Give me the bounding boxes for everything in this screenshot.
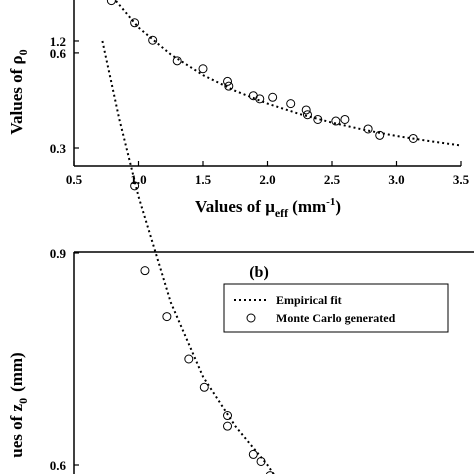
data-point <box>363 124 373 134</box>
x-tick-label: 2.0 <box>259 172 275 187</box>
data-point <box>148 35 158 45</box>
data-point <box>140 266 150 276</box>
data-point <box>199 382 209 392</box>
y-tick-label: 0.9 <box>50 246 67 261</box>
y-tick-label: 0.6 <box>50 458 67 473</box>
legend-box <box>223 283 449 333</box>
data-point <box>302 110 312 120</box>
legend: Empirical fit Monte Carlo generated <box>223 283 449 333</box>
legend-circle-swatch <box>246 313 256 323</box>
y-tick-label: 1.2 <box>50 34 66 49</box>
panel-a: 0.5 1.0 1.5 2.0 2.5 3.0 3.5 0.60.3 Values of μ… <box>7 0 470 220</box>
data-point <box>223 76 233 86</box>
data-point <box>286 99 296 109</box>
data-point <box>106 0 116 6</box>
panel-a-y-ticks: 0.6 0.3 <box>50 46 79 156</box>
legend-circle-label: Monte Carlo generated <box>276 311 396 325</box>
data-point <box>256 456 266 466</box>
data-point <box>301 105 311 115</box>
panel-b-y-ticks: 1.2 0.9 0.6 <box>50 34 79 473</box>
data-point <box>265 471 275 474</box>
data-point <box>223 421 233 431</box>
x-tick-label: 0.5 <box>66 172 83 187</box>
x-tick-label: 1.5 <box>195 172 212 187</box>
data-point <box>223 411 233 421</box>
panel-a-fit-line <box>113 0 462 147</box>
fit-line-b <box>101 40 275 474</box>
panel-a-y-axis-title: Values of ρ0 <box>7 49 30 134</box>
data-point <box>408 133 418 143</box>
panel-b: 1.2 0.9 0.6 (b) Empirical fit Monte Carlo … <box>7 34 474 474</box>
data-point <box>331 116 341 126</box>
data-point <box>130 18 140 28</box>
data-point <box>198 64 208 74</box>
panel-b-points <box>130 181 275 474</box>
legend-fit-label: Empirical fit <box>276 293 342 307</box>
y-tick-label: 0.3 <box>50 141 67 156</box>
data-point <box>172 56 182 66</box>
panel-b-y-axis-title: ues of z0(mm) <box>7 352 30 457</box>
data-point <box>375 130 385 140</box>
data-point <box>340 114 350 124</box>
y-tick-label: 0.6 <box>50 46 67 61</box>
data-point <box>268 92 278 102</box>
data-point <box>313 114 323 124</box>
data-point <box>162 312 172 322</box>
data-point <box>255 94 265 104</box>
x-tick-label: 3.0 <box>388 172 404 187</box>
panel-b-fit-line <box>101 40 275 474</box>
data-point <box>248 449 258 459</box>
fit-line-a <box>113 0 462 147</box>
panel-a-x-axis-title: Values of μeff (mm-1) <box>195 196 341 220</box>
panel-b-label: (b) <box>249 264 269 281</box>
data-point <box>130 181 140 191</box>
panel-a-x-ticks: 0.5 1.0 1.5 2.0 2.5 3.0 3.5 <box>66 161 470 187</box>
data-point <box>224 81 234 91</box>
data-point <box>184 354 194 364</box>
panel-a-points <box>106 0 418 143</box>
x-tick-label: 3.5 <box>453 172 470 187</box>
x-tick-label: 2.5 <box>324 172 341 187</box>
